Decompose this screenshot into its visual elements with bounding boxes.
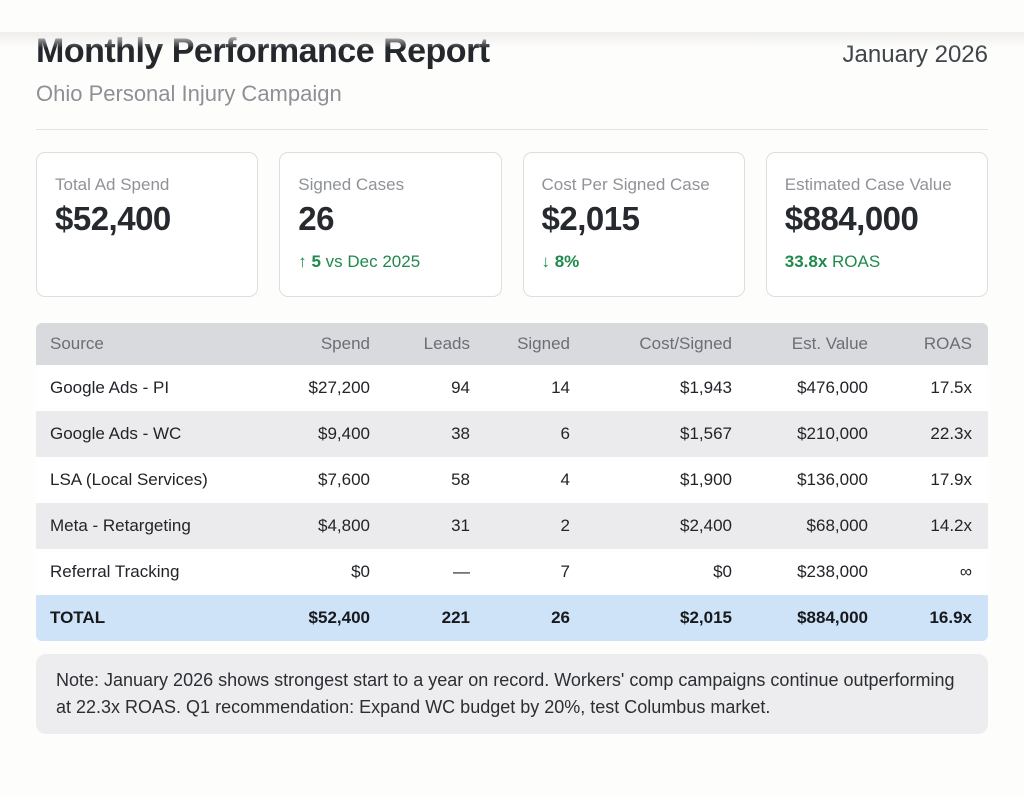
kpi-card-total-ad-spend: Total Ad Spend $52,400 (36, 152, 259, 297)
value-cell: $27,200 (274, 365, 386, 411)
note-box: Note: January 2026 shows strongest start… (36, 654, 988, 734)
value-cell: 7 (486, 549, 586, 595)
table-row: LSA (Local Services) $7,600 58 4 $1,900 $136,… (36, 457, 988, 503)
column-header: Cost/Signed (586, 323, 748, 365)
value-cell: 2 (486, 503, 586, 549)
kpi-trend: 33.8x ROAS (785, 252, 969, 272)
value-cell: $68,000 (748, 503, 884, 549)
column-header: Spend (274, 323, 386, 365)
value-cell: 4 (486, 457, 586, 503)
kpi-value: 26 (298, 200, 334, 237)
value-cell: $0 (274, 549, 386, 595)
value-cell: $210,000 (748, 411, 884, 457)
value-cell: 17.5x (884, 365, 988, 411)
report-page: Monthly Performance Report January 2026 … (0, 32, 1024, 734)
kpi-label: Total Ad Spend (55, 175, 170, 194)
kpi-trend-delta: 33.8x (784, 252, 828, 271)
table-total-row: TOTAL $52,400 221 26 $2,015 $884,000 16.9x (36, 595, 988, 641)
value-cell: 58 (386, 457, 486, 503)
total-value-cell: 16.9x (884, 595, 988, 641)
kpi-label: Cost Per Signed Case (541, 175, 710, 194)
kpi-trend-delta: ↑ 5 (298, 252, 321, 271)
total-label-cell: TOTAL (36, 595, 274, 641)
performance-table: Source Spend Leads Signed Cost/Signed Est. Va… (36, 323, 988, 641)
table-row: Meta - Retargeting $4,800 31 2 $2,400 $68,000… (36, 503, 988, 549)
value-cell: 17.9x (884, 457, 988, 503)
total-value-cell: 26 (486, 595, 586, 641)
total-value-cell: 221 (386, 595, 486, 641)
value-cell: $1,943 (586, 365, 748, 411)
kpi-trend-delta: ↓ 8% (541, 252, 580, 271)
kpi-card-cost-per-signed-case: Cost Per Signed Case $2,015 ↓ 8% (522, 152, 745, 297)
value-cell: $476,000 (748, 365, 884, 411)
kpi-value: $884,000 (784, 200, 919, 237)
value-cell: $238,000 (748, 549, 884, 595)
kpi-trend (55, 252, 239, 272)
column-header-source: Source (36, 323, 274, 365)
table-row: Referral Tracking $0—7 $0 $238,000 ∞ (36, 549, 988, 595)
value-cell: $2,400 (586, 503, 748, 549)
value-cell: 6 (486, 411, 586, 457)
kpi-trend-context: ROAS (827, 252, 881, 271)
value-cell: $1,567 (586, 411, 748, 457)
kpi-cards: Total Ad Spend $52,400 Signed Cases 26 ↑… (36, 152, 988, 297)
kpi-trend-context: vs Dec 2025 (320, 252, 421, 271)
kpi-card-signed-cases: Signed Cases 26 ↑ 5 vs Dec 2025 (279, 152, 502, 297)
total-value-cell: $52,400 (274, 595, 386, 641)
source-cell: LSA (Local Services) (36, 457, 274, 503)
value-cell: $1,900 (586, 457, 748, 503)
kpi-card-estimated-case-value: Estimated Case Value $884,000 33.8x ROAS (765, 152, 988, 297)
column-header: Leads (386, 323, 486, 365)
value-cell: $4,800 (274, 503, 386, 549)
table-header-row: Source Spend Leads Signed Cost/Signed Est. Va… (36, 323, 988, 365)
column-header: ROAS (884, 323, 988, 365)
kpi-trend: ↓ 8% (542, 252, 726, 272)
page-title: Monthly Performance Report (36, 32, 490, 70)
note-text: Note: January 2026 shows strongest start… (56, 670, 955, 717)
report-period: January 2026 (842, 41, 988, 68)
column-header: Signed (486, 323, 586, 365)
value-cell: 14 (486, 365, 586, 411)
kpi-label: Estimated Case Value (784, 175, 952, 194)
value-cell: 14.2x (884, 503, 988, 549)
value-cell: $136,000 (748, 457, 884, 503)
value-cell: 22.3x (884, 411, 988, 457)
table-body: Google Ads - PI $27,200 94 14 $1,943 $476,000… (36, 365, 988, 595)
report-subtitle: Ohio Personal Injury Campaign (36, 81, 342, 106)
kpi-value: $52,400 (55, 200, 171, 237)
value-cell: 38 (386, 411, 486, 457)
kpi-trend: ↑ 5 vs Dec 2025 (298, 252, 482, 272)
source-cell: Google Ads - PI (36, 365, 274, 411)
source-cell: Referral Tracking (36, 549, 274, 595)
value-cell: 31 (386, 503, 486, 549)
source-cell: Google Ads - WC (36, 411, 274, 457)
value-cell: — (386, 549, 486, 595)
value-cell: 94 (386, 365, 486, 411)
table-row: Google Ads - WC $9,400 38 6 $1,567 $210,000 22… (36, 411, 988, 457)
kpi-label: Signed Cases (298, 175, 405, 194)
kpi-value: $2,015 (541, 200, 640, 237)
value-cell: $0 (586, 549, 748, 595)
value-cell: ∞ (884, 549, 988, 595)
source-cell: Meta - Retargeting (36, 503, 274, 549)
value-cell: $9,400 (274, 411, 386, 457)
report-header: Monthly Performance Report January 2026 … (36, 32, 988, 107)
total-value-cell: $884,000 (748, 595, 884, 641)
column-header: Est. Value (748, 323, 884, 365)
value-cell: $7,600 (274, 457, 386, 503)
table-row: Google Ads - PI $27,200 94 14 $1,943 $476,000… (36, 365, 988, 411)
header-divider (36, 129, 988, 130)
total-value-cell: $2,015 (586, 595, 748, 641)
